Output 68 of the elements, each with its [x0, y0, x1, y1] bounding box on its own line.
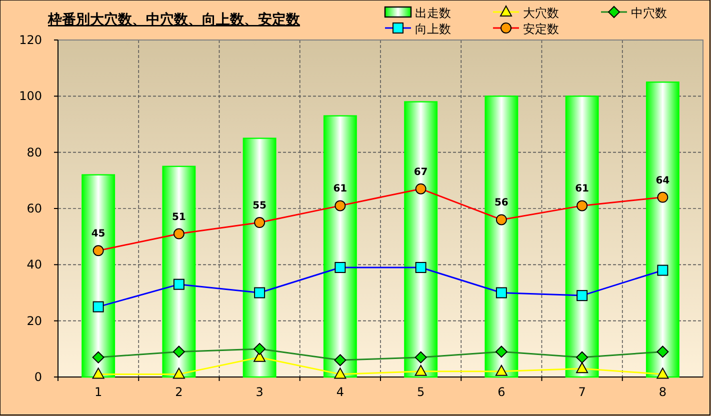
legend-label: 大穴数 — [523, 6, 559, 20]
chart-title: 枠番別大穴数、中穴数、向上数、安定数 — [47, 11, 301, 28]
bar — [484, 96, 518, 378]
y-tick-label: 120 — [19, 33, 42, 47]
x-tick-label: 7 — [578, 385, 586, 399]
point — [334, 368, 346, 379]
y-tick-label: 100 — [19, 89, 42, 104]
data-label: 61 — [575, 184, 590, 195]
point — [656, 346, 669, 358]
x-tick-label: 1 — [94, 385, 102, 399]
y-tick-label: 0 — [34, 370, 42, 384]
point — [414, 364, 427, 376]
point — [254, 217, 266, 228]
y-tick-label: 40 — [26, 258, 42, 272]
point — [496, 287, 507, 298]
x-tick-label: 3 — [256, 385, 264, 399]
point — [173, 228, 184, 240]
point — [92, 301, 104, 312]
point — [576, 290, 588, 302]
point — [576, 351, 588, 364]
x-tick-label: 4 — [336, 385, 344, 399]
data-label: 64 — [656, 175, 670, 186]
point — [414, 351, 427, 364]
bar — [242, 138, 276, 378]
point — [656, 368, 669, 379]
point — [576, 362, 588, 374]
bar — [565, 96, 599, 378]
point — [657, 192, 668, 203]
point — [495, 346, 508, 358]
bar — [323, 115, 357, 378]
point — [172, 346, 185, 358]
x-tick-label: 5 — [416, 385, 425, 399]
data-label: 51 — [172, 212, 186, 223]
y-tick-label: 80 — [26, 145, 42, 160]
point — [92, 351, 104, 364]
point — [657, 264, 668, 276]
data-label: 56 — [494, 198, 508, 209]
point — [254, 342, 266, 355]
point — [496, 214, 507, 226]
point — [334, 200, 346, 212]
y-tick-label: 60 — [26, 202, 42, 216]
x-tick-label: 6 — [498, 385, 506, 399]
x-tick-label: 8 — [658, 385, 667, 399]
point — [576, 200, 588, 212]
point — [172, 368, 185, 379]
point — [92, 245, 104, 256]
point — [334, 262, 346, 273]
bar — [82, 174, 116, 378]
point — [495, 364, 508, 376]
data-label: 55 — [252, 200, 267, 212]
point — [173, 278, 184, 290]
point — [415, 183, 426, 194]
x-tick-label: 2 — [175, 385, 183, 399]
data-label: 67 — [414, 166, 428, 178]
bar — [646, 82, 680, 378]
point — [334, 354, 346, 366]
bar — [162, 166, 196, 378]
data-label: 45 — [91, 228, 106, 240]
bar — [404, 101, 438, 378]
legend-label: 安定数 — [523, 22, 559, 36]
legend-label: 中穴数 — [631, 6, 667, 20]
point — [254, 287, 266, 298]
point — [415, 262, 426, 273]
legend-label: 出走数 — [415, 6, 451, 20]
y-tick-label: 20 — [26, 314, 42, 328]
point — [92, 368, 104, 379]
legend-label: 向上数 — [415, 22, 451, 36]
data-label: 61 — [333, 184, 348, 195]
